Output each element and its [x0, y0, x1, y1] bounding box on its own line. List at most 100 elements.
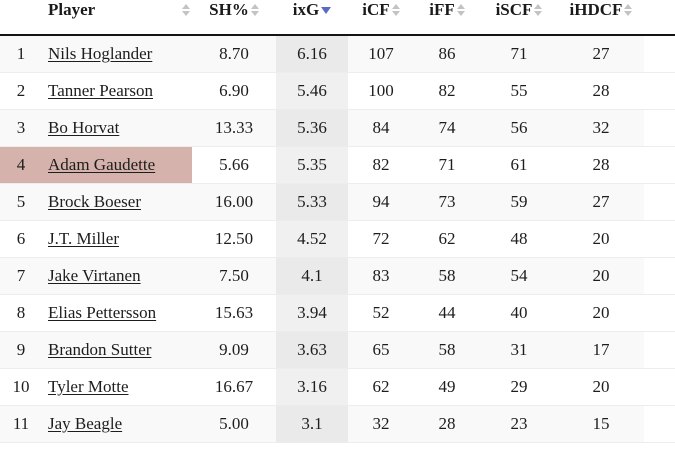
table-row[interactable]: 11 Jay Beagle 5.00 3.1 32 28 23 15: [0, 405, 675, 443]
player-name-link[interactable]: Brock Boeser: [48, 192, 142, 211]
row-iscf-value: 59: [480, 183, 558, 221]
player-name-link[interactable]: Tyler Motte: [48, 377, 129, 396]
row-ihdcf-value: 15: [558, 405, 644, 443]
table-row[interactable]: 1 Nils Hoglander 8.70 6.16 107 86 71 27: [0, 35, 675, 73]
row-rank: 7: [0, 257, 42, 295]
player-name-link[interactable]: Bo Horvat: [48, 118, 120, 137]
row-spacer: [644, 220, 675, 258]
row-iscf-value: 48: [480, 220, 558, 258]
row-iff-value: 62: [414, 220, 480, 258]
row-icf-value: 107: [348, 35, 414, 73]
table-header-row: Player SH% i: [0, 0, 675, 36]
table-row[interactable]: 10 Tyler Motte 16.67 3.16 62 49 29 20: [0, 368, 675, 406]
sort-arrows-icon-player[interactable]: [182, 4, 190, 16]
row-player-cell: Brandon Sutter: [42, 331, 192, 369]
table-row[interactable]: 8 Elias Pettersson 15.63 3.94 52 44 40 20: [0, 294, 675, 332]
player-name-link[interactable]: Nils Hoglander: [48, 44, 153, 63]
sort-arrows-icon-iscf[interactable]: [534, 4, 543, 16]
sort-arrows-icon-iff[interactable]: [456, 4, 465, 16]
row-iff-value: 49: [414, 368, 480, 406]
player-name-link[interactable]: Brandon Sutter: [48, 340, 152, 359]
row-sh-value: 9.09: [192, 331, 276, 369]
row-player-cell: Jake Virtanen: [42, 257, 192, 295]
row-sh-value: 8.70: [192, 35, 276, 73]
table-row[interactable]: 3 Bo Horvat 13.33 5.36 84 74 56 32: [0, 109, 675, 147]
table-body: 1 Nils Hoglander 8.70 6.16 107 86 71 27 2 Tanner …: [0, 35, 675, 443]
player-name-link[interactable]: Adam Gaudette: [48, 155, 156, 174]
row-iff-value: 58: [414, 331, 480, 369]
column-header-iscf[interactable]: iSCF: [480, 0, 558, 36]
row-ixg-value: 5.35: [276, 146, 348, 184]
sort-arrows-icon-ihdcf[interactable]: [624, 4, 633, 16]
row-iff-value: 44: [414, 294, 480, 332]
row-iscf-value: 56: [480, 109, 558, 147]
row-iscf-value: 31: [480, 331, 558, 369]
player-name-link[interactable]: Elias Pettersson: [48, 303, 157, 322]
row-rank: 9: [0, 331, 42, 369]
row-icf-value: 84: [348, 109, 414, 147]
row-sh-value: 7.50: [192, 257, 276, 295]
table-row[interactable]: 5 Brock Boeser 16.00 5.33 94 73 59 27: [0, 183, 675, 221]
row-icf-value: 32: [348, 405, 414, 443]
row-icf-value: 83: [348, 257, 414, 295]
column-header-ixg[interactable]: ixG: [276, 0, 348, 36]
table-row[interactable]: 4 Adam Gaudette 5.66 5.35 82 71 61 28: [0, 146, 675, 184]
row-rank: 6: [0, 220, 42, 258]
row-rank: 10: [0, 368, 42, 406]
row-iscf-value: 54: [480, 257, 558, 295]
table-row[interactable]: 7 Jake Virtanen 7.50 4.1 83 58 54 20: [0, 257, 675, 295]
column-header-player[interactable]: Player: [42, 0, 192, 36]
table-row[interactable]: 6 J.T. Miller 12.50 4.52 72 62 48 20: [0, 220, 675, 258]
row-sh-value: 13.33: [192, 109, 276, 147]
row-spacer: [644, 35, 675, 73]
row-rank: 3: [0, 109, 42, 147]
column-header-icf[interactable]: iCF: [348, 0, 414, 36]
row-spacer: [644, 72, 675, 110]
player-name-link[interactable]: J.T. Miller: [48, 229, 119, 248]
row-player-cell: Nils Hoglander: [42, 35, 192, 73]
sort-arrows-icon-sh-percent[interactable]: [250, 4, 259, 16]
player-name-link[interactable]: Jay Beagle: [48, 414, 123, 433]
sort-descending-caret-down-icon-ixg[interactable]: [321, 7, 332, 14]
table-row[interactable]: 9 Brandon Sutter 9.09 3.63 65 58 31 17: [0, 331, 675, 369]
row-sh-value: 5.66: [192, 146, 276, 184]
row-iff-value: 58: [414, 257, 480, 295]
column-header-player-label: Player: [48, 0, 96, 19]
row-rank: 8: [0, 294, 42, 332]
column-header-ihdcf[interactable]: iHDCF: [558, 0, 644, 36]
row-spacer: [644, 146, 675, 184]
row-iscf-value: 71: [480, 35, 558, 73]
row-ixg-value: 3.1: [276, 405, 348, 443]
sort-arrows-icon-icf[interactable]: [391, 4, 400, 16]
column-header-rank: [0, 0, 42, 36]
column-header-sh-percent[interactable]: SH%: [192, 0, 276, 36]
column-header-spacer: [644, 0, 675, 36]
player-name-link[interactable]: Tanner Pearson: [48, 81, 154, 100]
row-ixg-value: 4.1: [276, 257, 348, 295]
row-spacer: [644, 294, 675, 332]
row-ihdcf-value: 20: [558, 368, 644, 406]
row-spacer: [644, 109, 675, 147]
column-header-ixg-label: ixG: [292, 0, 320, 19]
row-rank: 2: [0, 72, 42, 110]
row-rank: 5: [0, 183, 42, 221]
row-icf-value: 72: [348, 220, 414, 258]
column-header-iff-label: iFF: [429, 0, 455, 19]
row-iff-value: 82: [414, 72, 480, 110]
player-name-link[interactable]: Jake Virtanen: [48, 266, 141, 285]
column-header-iscf-label: iSCF: [495, 0, 533, 19]
row-ihdcf-value: 27: [558, 35, 644, 73]
row-ixg-value: 4.52: [276, 220, 348, 258]
row-ihdcf-value: 28: [558, 72, 644, 110]
row-ihdcf-value: 20: [558, 257, 644, 295]
row-icf-value: 52: [348, 294, 414, 332]
row-rank: 4: [0, 146, 42, 184]
table-row[interactable]: 2 Tanner Pearson 6.90 5.46 100 82 55 28: [0, 72, 675, 110]
row-sh-value: 6.90: [192, 72, 276, 110]
column-header-iff[interactable]: iFF: [414, 0, 480, 36]
row-icf-value: 82: [348, 146, 414, 184]
table-header: Player SH% i: [0, 0, 675, 36]
row-icf-value: 65: [348, 331, 414, 369]
